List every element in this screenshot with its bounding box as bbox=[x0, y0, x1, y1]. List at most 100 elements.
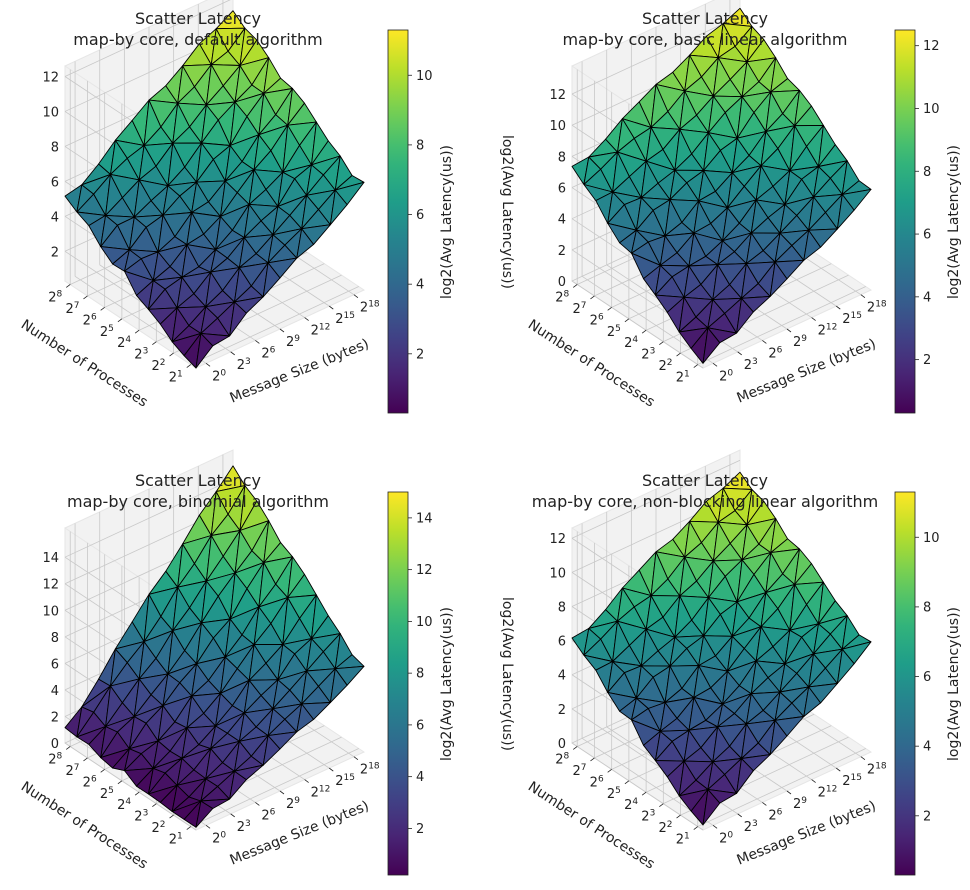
x-tick-label: 20 bbox=[212, 830, 226, 846]
x-tick bbox=[712, 825, 718, 829]
z-tick-label: 8 bbox=[51, 140, 59, 155]
colorbar-tick-label: 6 bbox=[923, 228, 931, 243]
y-tick-label: 27 bbox=[65, 763, 79, 779]
colorbar-tick-label: 4 bbox=[923, 740, 931, 755]
grid-line bbox=[64, 742, 197, 831]
x-tick-label: 20 bbox=[719, 368, 733, 384]
y-tick bbox=[65, 284, 71, 288]
colorbar bbox=[894, 491, 916, 876]
x-tick-label: 218 bbox=[360, 762, 380, 778]
x-tick-label: 23 bbox=[744, 357, 758, 373]
colorbar-label: log2(Avg Latency(us)) bbox=[946, 607, 962, 761]
z-tick-label: 8 bbox=[51, 631, 59, 646]
y-tick bbox=[659, 341, 664, 345]
x-tick-label: 212 bbox=[818, 323, 838, 339]
colorbar-tick-label: 6 bbox=[416, 208, 424, 223]
y-tick-label: 21 bbox=[676, 370, 690, 386]
y-tick-label: 24 bbox=[117, 335, 131, 351]
z-tick-label: 2 bbox=[51, 245, 59, 260]
x-tick bbox=[329, 767, 334, 772]
x-tick bbox=[737, 813, 742, 818]
y-tick bbox=[186, 826, 191, 830]
grid-line bbox=[697, 748, 866, 827]
colorbar-tick-label: 2 bbox=[416, 822, 424, 837]
x-tick-label: 212 bbox=[311, 323, 331, 339]
y-tick-label: 28 bbox=[48, 289, 62, 305]
subplot-title: Scatter Latency bbox=[135, 9, 261, 28]
z-tick-label: 12 bbox=[42, 578, 59, 593]
x-tick bbox=[304, 317, 309, 321]
x-tick bbox=[205, 363, 211, 367]
y-tick-label: 24 bbox=[624, 335, 638, 351]
grid-line bbox=[571, 15, 741, 95]
z-tick-label: 12 bbox=[42, 70, 59, 85]
surface-face bbox=[334, 181, 365, 206]
x-tick bbox=[279, 328, 285, 333]
y-tick-label: 22 bbox=[659, 820, 673, 836]
z-tick-label: 6 bbox=[558, 635, 566, 650]
x-tick-label: 218 bbox=[867, 762, 887, 778]
surface-face bbox=[707, 327, 738, 344]
colorbar-tick-label: 10 bbox=[416, 69, 433, 84]
x-tick bbox=[836, 767, 841, 772]
y-tick-label: 23 bbox=[641, 809, 655, 825]
x-tick bbox=[304, 779, 309, 783]
x-tick bbox=[255, 802, 260, 806]
y-tick bbox=[100, 307, 105, 311]
surface-face bbox=[841, 641, 872, 665]
colorbar-tick-label: 4 bbox=[416, 278, 424, 293]
y-tick bbox=[169, 352, 174, 357]
y-tick-label: 21 bbox=[169, 832, 183, 848]
y-tick-label: 26 bbox=[590, 774, 604, 790]
y-tick-label: 25 bbox=[100, 324, 114, 340]
x-tick bbox=[230, 351, 235, 356]
y-tick bbox=[693, 364, 698, 368]
x-tick-label: 26 bbox=[261, 345, 275, 361]
x-tick-label: 29 bbox=[793, 334, 807, 350]
y-tick bbox=[659, 803, 664, 807]
surface-face bbox=[841, 188, 872, 211]
x-tick-label: 215 bbox=[335, 773, 355, 789]
x-tick-label: 29 bbox=[286, 796, 300, 812]
x-tick bbox=[786, 328, 792, 333]
x-tick-label: 212 bbox=[818, 785, 838, 801]
z-tick-label: 6 bbox=[558, 182, 566, 197]
x-tick-label: 23 bbox=[237, 819, 251, 835]
z-tick-label: 10 bbox=[42, 105, 59, 120]
y-tick-label: 23 bbox=[134, 347, 148, 363]
colorbar-tick-label: 8 bbox=[923, 600, 931, 615]
x-tick bbox=[762, 340, 767, 344]
x-tick bbox=[712, 363, 718, 367]
grid-line bbox=[190, 748, 359, 827]
x-tick-label: 218 bbox=[360, 300, 380, 316]
x-tick bbox=[279, 790, 285, 795]
x-tick-label: 20 bbox=[212, 368, 226, 384]
y-tick-label: 26 bbox=[83, 312, 97, 328]
subplot-subtitle: map-by core, basic linear algorithm bbox=[562, 30, 847, 49]
grid-line bbox=[571, 280, 704, 369]
z-tick-label: 8 bbox=[558, 150, 566, 165]
colorbar-tick-label: 4 bbox=[416, 770, 424, 785]
subplot-title: Scatter Latency bbox=[642, 471, 768, 490]
y-tick bbox=[607, 307, 612, 311]
y-tick-label: 23 bbox=[641, 347, 655, 363]
y-tick bbox=[624, 780, 630, 785]
x-tick bbox=[205, 825, 211, 829]
x-tick-label: 29 bbox=[286, 334, 300, 350]
y-axis-label: Number of Processes bbox=[18, 779, 151, 873]
x-tick bbox=[737, 351, 742, 356]
grid-line bbox=[190, 286, 359, 365]
surface-face bbox=[301, 702, 331, 720]
surface-face bbox=[808, 683, 838, 704]
surface-face bbox=[200, 332, 231, 347]
z-tick-label: 10 bbox=[549, 566, 566, 581]
grid-line bbox=[571, 742, 704, 831]
z-tick-label: 2 bbox=[558, 703, 566, 718]
y-tick-label: 22 bbox=[659, 358, 673, 374]
colorbar-label: log2(Avg Latency(us)) bbox=[439, 145, 455, 299]
y-tick bbox=[624, 318, 630, 323]
x-tick-label: 215 bbox=[842, 773, 862, 789]
y-tick-label: 27 bbox=[572, 763, 586, 779]
surface-face bbox=[741, 295, 771, 313]
